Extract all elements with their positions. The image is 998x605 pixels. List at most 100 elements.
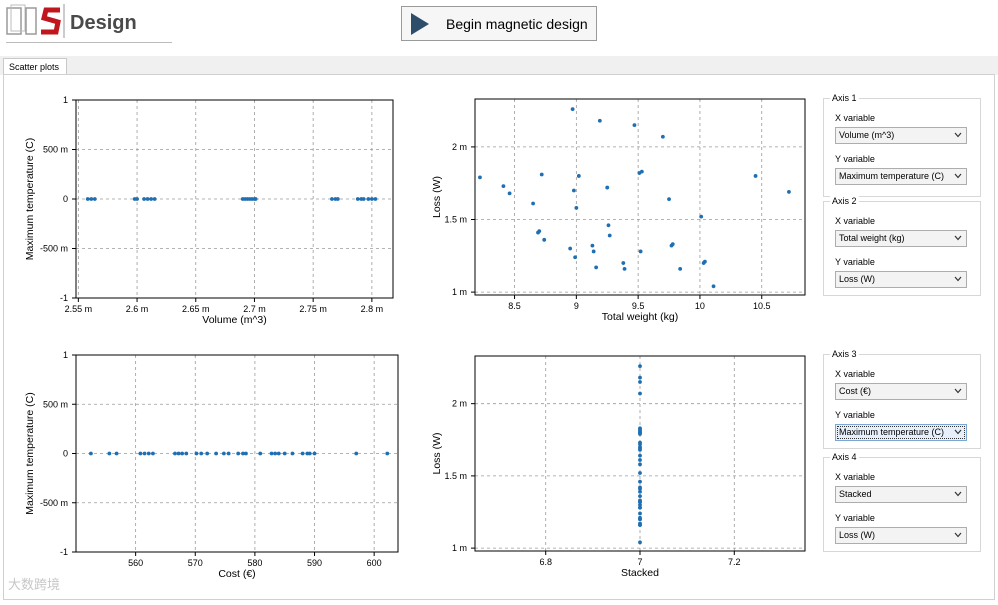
axis-4-y-value: Loss (W) bbox=[839, 530, 875, 540]
data-point bbox=[638, 391, 642, 396]
data-point bbox=[330, 197, 334, 201]
data-point bbox=[149, 197, 154, 201]
axis-3-x-select[interactable]: Cost (€) bbox=[835, 383, 967, 400]
data-point bbox=[699, 214, 704, 219]
data-point bbox=[142, 197, 146, 201]
y-tick-label: 1.5 m bbox=[444, 471, 467, 481]
x-tick-label: 600 bbox=[367, 558, 382, 568]
axis-2-title: Axis 2 bbox=[830, 196, 859, 206]
data-point bbox=[236, 451, 241, 456]
data-point bbox=[753, 174, 758, 178]
y-tick-label: 0 bbox=[63, 194, 68, 204]
data-point bbox=[89, 451, 93, 456]
y-tick-label: 1 m bbox=[452, 543, 467, 553]
x-tick-label: 10 bbox=[695, 301, 705, 311]
data-point bbox=[385, 451, 390, 456]
axis-2-x-value: Total weight (kg) bbox=[839, 233, 905, 243]
data-point bbox=[478, 175, 482, 180]
x-tick-label: 2.6 m bbox=[126, 304, 149, 314]
axis-1-title: Axis 1 bbox=[830, 93, 859, 103]
x-tick-label: 590 bbox=[307, 558, 322, 568]
data-point bbox=[568, 246, 573, 251]
data-point bbox=[638, 446, 642, 451]
x-tick-label: 9 bbox=[574, 301, 579, 311]
y-tick-label: 2 m bbox=[452, 399, 467, 409]
data-point bbox=[152, 197, 157, 201]
data-point bbox=[576, 174, 581, 178]
data-point bbox=[373, 197, 378, 201]
begin-magnetic-design-button[interactable]: Begin magnetic design bbox=[401, 6, 597, 41]
x-tick-label: 2.75 m bbox=[299, 304, 327, 314]
y-tick-label: 0 bbox=[63, 449, 68, 459]
begin-button-label: Begin magnetic design bbox=[446, 16, 588, 32]
data-point bbox=[300, 451, 305, 456]
data-point bbox=[638, 364, 642, 369]
y-tick-label: 500 m bbox=[43, 145, 68, 155]
play-arrow-icon bbox=[411, 13, 429, 35]
axis-1-x-select[interactable]: Volume (m^3) bbox=[835, 127, 967, 144]
data-point bbox=[145, 197, 150, 201]
axis-4-x-label: X variable bbox=[835, 472, 876, 482]
axis-3-y-label: Y variable bbox=[835, 410, 875, 420]
chevron-down-icon bbox=[954, 235, 962, 241]
data-point bbox=[638, 462, 642, 467]
y-axis-label: Loss (W) bbox=[431, 433, 443, 475]
data-point bbox=[638, 479, 642, 484]
data-point bbox=[142, 451, 147, 456]
data-point bbox=[638, 426, 642, 431]
data-point bbox=[638, 494, 642, 499]
app-header: Design Begin magnetic design bbox=[0, 0, 998, 52]
data-point bbox=[660, 134, 665, 139]
logo-divider bbox=[6, 42, 172, 43]
data-point bbox=[639, 169, 644, 174]
data-point bbox=[258, 451, 263, 456]
axis-3-y-select[interactable]: Maximum temperature (C) bbox=[835, 424, 967, 441]
data-point bbox=[89, 197, 94, 201]
data-point bbox=[570, 107, 575, 112]
data-point bbox=[269, 451, 274, 456]
x-tick-label: 8.5 bbox=[508, 301, 521, 311]
data-point bbox=[606, 223, 611, 228]
data-point bbox=[85, 197, 90, 201]
y-tick-label: 2 m bbox=[452, 142, 467, 152]
axis-2-y-select[interactable]: Loss (W) bbox=[835, 271, 967, 288]
axis-3-x-value: Cost (€) bbox=[839, 386, 872, 396]
data-point bbox=[632, 123, 637, 128]
x-tick-label: 2.7 m bbox=[243, 304, 266, 314]
y-tick-label: 1 bbox=[63, 350, 68, 360]
x-tick-label: 570 bbox=[188, 558, 203, 568]
axis-3-x-label: X variable bbox=[835, 369, 876, 379]
y-axis-label: Maximum temperature (C) bbox=[24, 392, 36, 515]
tab-scatter-plots[interactable]: Scatter plots bbox=[3, 58, 67, 75]
data-point bbox=[605, 185, 610, 190]
data-point bbox=[307, 451, 312, 456]
data-point bbox=[638, 489, 642, 494]
axis-2-y-label: Y variable bbox=[835, 257, 875, 267]
data-point bbox=[501, 184, 506, 189]
x-tick-label: 9.5 bbox=[632, 301, 645, 311]
data-point bbox=[573, 255, 578, 260]
data-point bbox=[355, 197, 360, 201]
data-point bbox=[244, 451, 248, 456]
data-point bbox=[366, 197, 371, 201]
axis-1-y-select[interactable]: Maximum temperature (C) bbox=[835, 168, 967, 185]
axis-4-x-select[interactable]: Stacked bbox=[835, 486, 967, 503]
logo-mark bbox=[6, 4, 66, 38]
data-point bbox=[151, 451, 155, 456]
data-point bbox=[276, 451, 281, 456]
data-point bbox=[571, 188, 576, 193]
data-point bbox=[667, 197, 671, 202]
data-point bbox=[199, 451, 204, 456]
axis-2-group: Axis 2 X variable Total weight (kg) Y va… bbox=[823, 196, 981, 296]
logo-text: Design bbox=[70, 12, 137, 34]
axis-2-x-select[interactable]: Total weight (kg) bbox=[835, 230, 967, 247]
axis-1-x-value: Volume (m^3) bbox=[839, 130, 895, 140]
data-point bbox=[226, 451, 231, 456]
data-point bbox=[638, 471, 642, 475]
axis-4-y-select[interactable]: Loss (W) bbox=[835, 527, 967, 544]
y-tick-label: -500 m bbox=[40, 498, 68, 508]
x-axis-label: Stacked bbox=[621, 567, 659, 579]
y-axis-label: Loss (W) bbox=[431, 176, 443, 218]
axis-1-x-label: X variable bbox=[835, 113, 876, 123]
data-point bbox=[638, 249, 643, 254]
